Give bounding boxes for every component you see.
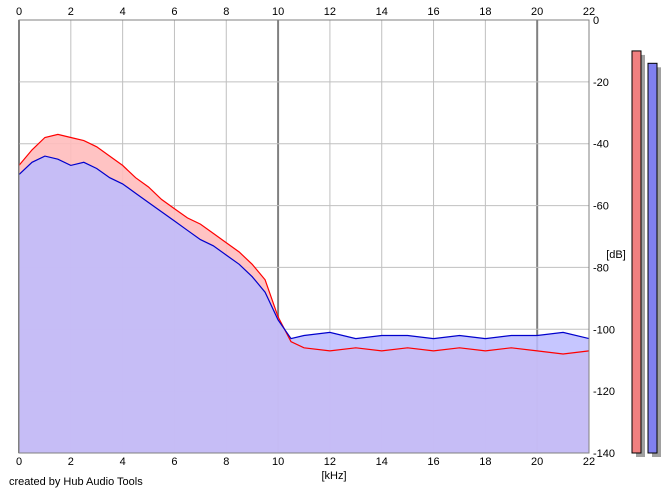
x-tick-label: 2 bbox=[68, 456, 74, 468]
x-tick-label: 8 bbox=[223, 6, 229, 18]
x-tick-label: 14 bbox=[376, 456, 388, 468]
x-tick-label: 0 bbox=[16, 6, 22, 18]
x-tick-label: 18 bbox=[479, 6, 491, 18]
level-meter-blue bbox=[647, 62, 658, 454]
x-tick-label: 8 bbox=[223, 456, 229, 468]
x-tick-labels-bottom: 0 2 4 6 8 10 12 14 16 18 20 22 bbox=[16, 456, 595, 468]
x-tick-label: 4 bbox=[120, 6, 126, 18]
x-tick-label: 16 bbox=[427, 6, 439, 18]
x-tick-label: 4 bbox=[120, 456, 126, 468]
x-tick-labels-top: 0 2 4 6 8 10 12 14 16 18 20 22 bbox=[16, 6, 595, 18]
x-tick-label: 0 bbox=[16, 456, 22, 468]
spectrum-line-blue bbox=[18, 155, 590, 340]
y-axis-label: [dB] bbox=[606, 249, 626, 261]
x-axis-label: [kHz] bbox=[321, 470, 346, 482]
y-tick-label: -20 bbox=[593, 77, 609, 89]
x-tick-label: 6 bbox=[171, 6, 177, 18]
x-tick-label: 6 bbox=[171, 456, 177, 468]
y-tick-label: -60 bbox=[593, 201, 609, 213]
spectrum-area-blue bbox=[19, 156, 589, 453]
x-tick-label: 14 bbox=[376, 6, 388, 18]
x-tick-label: 22 bbox=[583, 6, 595, 18]
y-tick-label: 0 bbox=[593, 15, 599, 27]
y-tick-label: -100 bbox=[593, 324, 615, 336]
spectrum-line-red bbox=[18, 133, 590, 355]
plot-border bbox=[18, 19, 590, 454]
level-meter-red bbox=[631, 50, 642, 454]
x-tick-label: 10 bbox=[272, 6, 284, 18]
x-tick-label: 12 bbox=[324, 456, 336, 468]
y-tick-labels: 0 -20 -40 -60 -80 -100 -120 -140 bbox=[593, 15, 615, 460]
spectrum-lines bbox=[18, 133, 590, 355]
plot-frame bbox=[18, 19, 590, 454]
x-tick-label: 22 bbox=[583, 456, 595, 468]
x-tick-label: 20 bbox=[531, 6, 543, 18]
x-tick-label: 10 bbox=[272, 456, 284, 468]
y-tick-label: -40 bbox=[593, 139, 609, 151]
x-tick-label: 12 bbox=[324, 6, 336, 18]
x-tick-label: 2 bbox=[68, 6, 74, 18]
y-tick-label: -140 bbox=[593, 448, 615, 460]
x-tick-label: 16 bbox=[427, 456, 439, 468]
credit-text: created by Hub Audio Tools bbox=[9, 476, 143, 488]
x-tick-label: 18 bbox=[479, 456, 491, 468]
y-tick-label: -120 bbox=[593, 386, 615, 398]
y-tick-label: -80 bbox=[593, 262, 609, 274]
spectrum-fills bbox=[19, 134, 589, 453]
level-meters bbox=[631, 50, 661, 458]
x-tick-label: 20 bbox=[531, 456, 543, 468]
